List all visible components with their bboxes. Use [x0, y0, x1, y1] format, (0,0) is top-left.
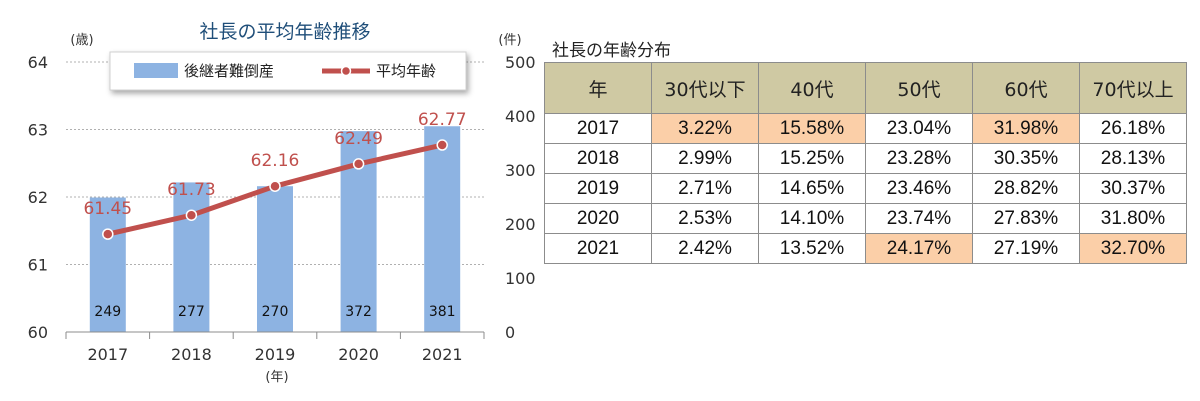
table-cell: 2.42% [651, 233, 759, 264]
table-cell: 23.04% [865, 113, 973, 144]
legend-label-bars: 後継者難倒産 [184, 62, 274, 80]
right-tick-label: 500 [505, 53, 536, 72]
column-header: 50代 [865, 62, 973, 114]
line-data-label: 62.77 [418, 110, 467, 130]
line-series: 61.45 61.73 62.16 62.49 62.77 [83, 110, 467, 240]
bar-data-label: 270 [262, 304, 289, 320]
table-cell: 31.98% [972, 113, 1080, 144]
table-cell: 23.28% [865, 143, 973, 174]
table-cell: 30.35% [972, 143, 1080, 174]
right-tick-label: 200 [505, 215, 536, 234]
chart-title: 社長の平均年齢推移 [199, 21, 370, 43]
line-data-label: 62.16 [251, 151, 300, 171]
table-cell: 13.52% [758, 233, 866, 264]
right-axis-unit: (件) [498, 33, 521, 48]
row-year-cell: 2017 [544, 113, 652, 144]
line-data-label: 61.45 [83, 199, 132, 219]
right-tick-label: 300 [505, 161, 536, 180]
column-header: 年 [544, 62, 652, 114]
age-distribution-table: 年 30代以下 40代 50代 60代 70代以上 2017 3.22% 15.58% 23.0… [544, 62, 1187, 264]
table-row: 2021 2.42% 13.52% 24.17% 27.19% 32.70% [544, 233, 1187, 264]
line-point [102, 228, 114, 240]
table-cell: 2.99% [651, 143, 759, 174]
line-point [185, 209, 198, 221]
x-tick-label: 2020 [338, 345, 379, 364]
row-year-cell: 2019 [544, 173, 652, 204]
row-year-cell: 2018 [544, 143, 652, 174]
table-cell: 2.71% [651, 173, 759, 204]
table-cell: 27.19% [972, 233, 1080, 264]
table-row: 2017 3.22% 15.58% 23.04% 31.98% 26.18% [544, 113, 1187, 144]
table-cell: 3.22% [651, 113, 759, 144]
column-header: 30代以下 [651, 62, 759, 114]
x-axis-unit: (年) [265, 370, 288, 385]
left-tick-label: 61 [28, 256, 48, 275]
left-tick-label: 60 [28, 323, 48, 342]
line-point [352, 158, 365, 170]
row-year-cell: 2020 [544, 203, 652, 234]
table-row: 2019 2.71% 14.65% 23.46% 28.82% 30.37% [544, 173, 1187, 204]
table-header-row: 年 30代以下 40代 50代 60代 70代以上 [544, 62, 1187, 114]
table-cell: 32.70% [1079, 233, 1187, 264]
table-cell: 15.25% [758, 143, 866, 174]
left-tick-label: 63 [28, 121, 48, 140]
legend-swatch-bars [134, 63, 178, 78]
bar-data-label: 249 [94, 304, 121, 320]
table-cell: 14.65% [758, 173, 866, 204]
bar [257, 186, 293, 332]
right-tick-label: 100 [505, 269, 536, 288]
left-axis-unit: (歳) [70, 33, 93, 48]
bar-data-label: 372 [345, 304, 372, 320]
table-cell: 2.53% [651, 203, 759, 234]
x-tick-label: 2021 [422, 345, 463, 364]
table-cell: 23.74% [865, 203, 973, 234]
bar-data-label: 277 [178, 304, 205, 320]
table-cell: 28.13% [1079, 143, 1187, 174]
bar [173, 182, 210, 332]
right-tick-label: 400 [505, 107, 536, 126]
right-tick-label: 0 [505, 323, 515, 342]
column-header: 60代 [972, 62, 1080, 114]
table-cell: 31.80% [1079, 203, 1187, 234]
legend-marker [340, 65, 352, 77]
bar [89, 197, 126, 332]
table-cell: 24.17% [865, 233, 973, 264]
table-cell: 27.83% [972, 203, 1080, 234]
line-data-label: 61.73 [167, 180, 216, 200]
table-cell: 23.46% [865, 173, 973, 204]
table-title: 社長の年齢分布 [552, 41, 671, 61]
line-point [436, 139, 448, 151]
table-cell: 14.10% [758, 203, 866, 234]
table-cell: 15.58% [758, 113, 866, 144]
column-header: 40代 [758, 62, 866, 114]
table-row: 2020 2.53% 14.10% 23.74% 27.83% 31.80% [544, 203, 1187, 234]
line-data-label: 62.49 [334, 129, 383, 149]
line-point [269, 180, 281, 192]
left-tick-label: 62 [28, 188, 48, 207]
average-age-chart: 249 277 270 372 381 61.45 61.73 62.16 62.49 62.7… [28, 21, 536, 385]
table-cell: 28.82% [972, 173, 1080, 204]
x-tick-label: 2017 [87, 345, 128, 364]
table-row: 2018 2.99% 15.25% 23.28% 30.35% 28.13% [544, 143, 1187, 174]
bar [424, 126, 461, 332]
table-cell: 26.18% [1079, 113, 1187, 144]
bar-data-label: 381 [429, 304, 456, 320]
legend-label-line: 平均年齢 [376, 62, 436, 80]
table-cell: 30.37% [1079, 173, 1187, 204]
column-header: 70代以上 [1079, 62, 1187, 114]
left-tick-label: 64 [28, 53, 48, 72]
row-year-cell: 2021 [544, 233, 652, 264]
x-tick-label: 2018 [171, 345, 212, 364]
x-tick-label: 2019 [255, 345, 296, 364]
axes: 60 61 62 63 64 0 100 200 300 400 500 2017 2018 2019 20… [28, 53, 536, 364]
legend: 後継者難倒産 平均年齢 [109, 51, 467, 91]
